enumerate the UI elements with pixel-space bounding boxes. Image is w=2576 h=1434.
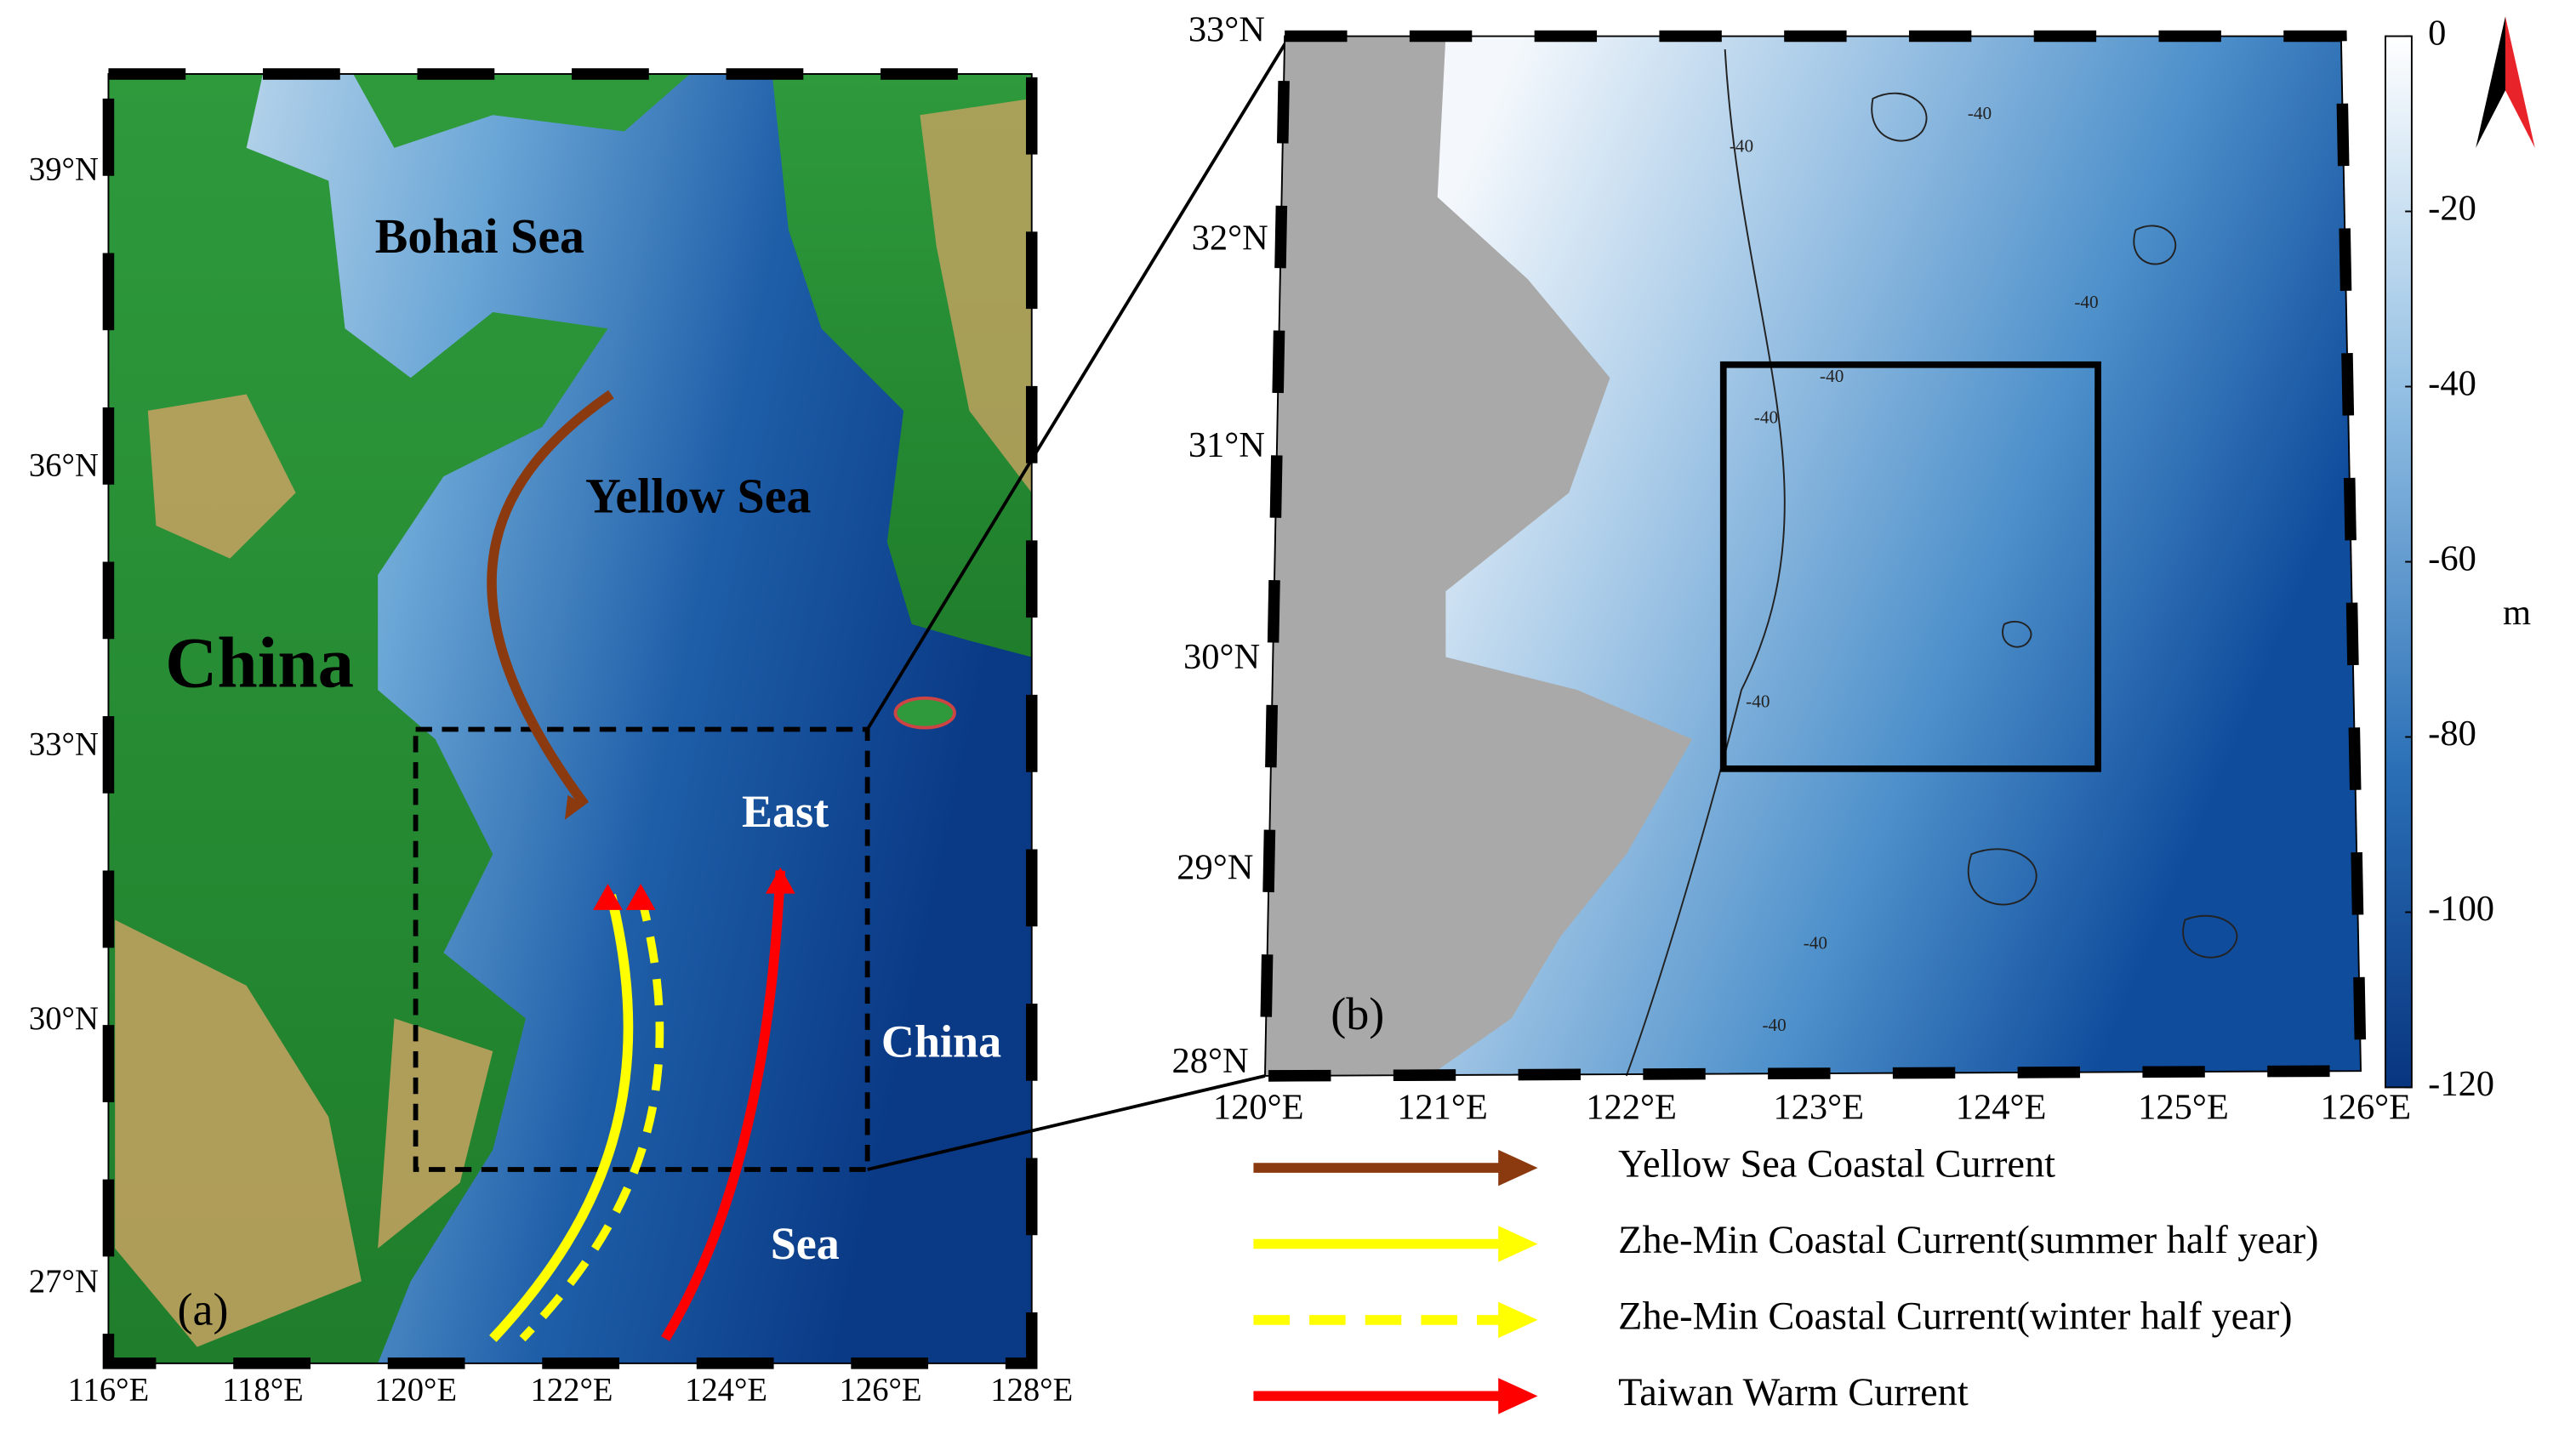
- colorbar-unit: m: [2503, 593, 2531, 633]
- colorbar-tick-label: -80: [2428, 714, 2476, 754]
- korea-highland: [920, 98, 1032, 493]
- connector: [865, 35, 1291, 731]
- lat-label: 32°N: [1192, 219, 1268, 259]
- contour-label: -40: [1968, 103, 1992, 123]
- frame-line: [1263, 35, 2362, 1077]
- highland: [115, 394, 493, 1347]
- lat-label: 33°N: [1188, 9, 1265, 49]
- lon-label: 120°E: [1213, 1087, 1304, 1127]
- lon-label: 120°E: [374, 1373, 457, 1408]
- legend-label: Taiwan Warm Current: [1618, 1371, 1969, 1414]
- frame-line: [107, 73, 1033, 1364]
- legend-label: Yellow Sea Coastal Current: [1618, 1143, 2055, 1186]
- yellow-sea-current: [487, 390, 614, 808]
- lon-label: 116°E: [68, 1373, 150, 1408]
- legend-arrowhead: [1498, 1301, 1538, 1339]
- panel-label: (a): [178, 1283, 229, 1334]
- land: [1264, 36, 1693, 1076]
- contour-label: -40: [1754, 407, 1778, 427]
- contour: [1625, 48, 1786, 1077]
- lat-label: 33°N: [29, 727, 99, 763]
- lon-label: 126°E: [2320, 1087, 2411, 1127]
- lat-label: 36°N: [29, 447, 99, 483]
- colorbar-tick-label: -120: [2428, 1064, 2494, 1104]
- lat-label: 27°N: [29, 1264, 99, 1300]
- study-box: [413, 726, 870, 1172]
- lat-label: 31°N: [1188, 425, 1265, 465]
- arrowhead: [564, 794, 585, 820]
- contour: [1871, 92, 2238, 959]
- contour-label: -40: [1804, 932, 1827, 953]
- inner-box: [1719, 361, 2101, 772]
- lon-label: 118°E: [222, 1373, 304, 1408]
- legend-label: Zhe-Min Coastal Current(winter half year…: [1618, 1295, 2292, 1339]
- panel-b: (b): [1259, 30, 2367, 1082]
- legend-arrowhead: [1498, 1149, 1538, 1186]
- lat-label: 30°N: [1183, 637, 1260, 677]
- lon-label: 121°E: [1397, 1087, 1488, 1127]
- lon-label: 124°E: [1956, 1087, 2047, 1127]
- place-label: China: [881, 1016, 1001, 1067]
- place-label: Sea: [771, 1218, 840, 1269]
- legend-arrowhead: [1498, 1378, 1538, 1414]
- lon-label: 122°E: [531, 1373, 613, 1408]
- panel-label: (b): [1331, 988, 1384, 1039]
- contour-label: -40: [1746, 691, 1770, 711]
- colorbar-tick-label: -60: [2428, 538, 2476, 578]
- zhe-min-summer: [489, 894, 634, 1342]
- place-label: East: [742, 786, 829, 837]
- lon-label: 126°E: [840, 1373, 922, 1408]
- compass: [2476, 16, 2535, 148]
- legend-label: Zhe-Min Coastal Current(summer half year…: [1618, 1219, 2318, 1262]
- north-land: [353, 73, 691, 148]
- lat-label: 39°N: [29, 152, 99, 188]
- panel-a: Bohai Sea Yellow Sea China East China Se…: [102, 68, 1038, 1369]
- legend-arrowhead: [1498, 1226, 1538, 1262]
- lon-label: 122°E: [1586, 1087, 1677, 1127]
- colorbar-tick-label: -100: [2428, 889, 2494, 929]
- lon-label: 124°E: [685, 1373, 767, 1408]
- colorbar-tick-label: 0: [2428, 13, 2446, 53]
- lon-label: 128°E: [990, 1373, 1073, 1408]
- contour-label: -40: [1762, 1015, 1786, 1035]
- contour-label: -40: [2074, 292, 2098, 312]
- place-label: Bohai Sea: [375, 208, 584, 264]
- lat-label: 28°N: [1172, 1041, 1249, 1081]
- taiwan-warm-current: [661, 870, 786, 1341]
- colorbar-tick-label: -20: [2428, 188, 2476, 228]
- place-label: China: [165, 623, 354, 703]
- contour-label: -40: [1730, 136, 1753, 156]
- lon-label: 125°E: [2138, 1087, 2229, 1127]
- lat-label: 30°N: [29, 1001, 99, 1037]
- place-label: Yellow Sea: [585, 468, 811, 523]
- lat-label: 29°N: [1177, 847, 1253, 887]
- lon-label: 123°E: [1773, 1087, 1864, 1127]
- connector: [867, 1074, 1266, 1171]
- jeju-island: [893, 696, 956, 730]
- contour-label: -40: [1820, 366, 1844, 386]
- arrowheads: [593, 867, 795, 910]
- colorbar-tick-label: -40: [2428, 363, 2476, 403]
